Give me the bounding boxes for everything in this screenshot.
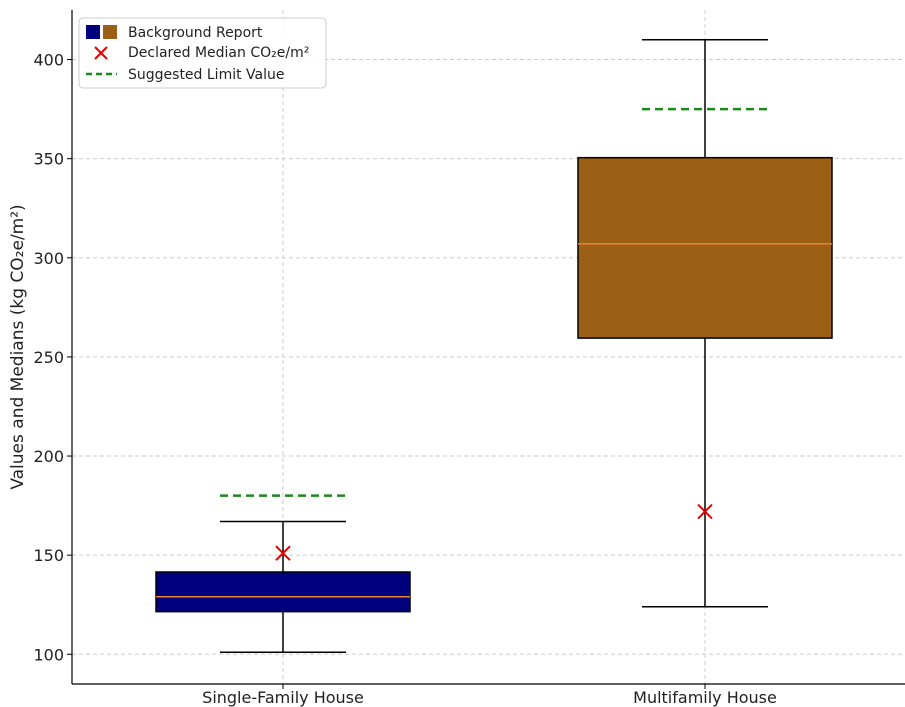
marker-stroke	[275, 545, 291, 561]
declared-median-markers	[275, 503, 713, 561]
y-tick-label: 150	[33, 546, 64, 565]
y-tick-label: 400	[33, 51, 64, 70]
boxes	[155, 38, 833, 654]
x-ticks: Single-Family House Multifamily House	[202, 684, 777, 707]
declared-median-marker	[275, 545, 291, 561]
box-iqr	[155, 571, 411, 613]
legend-label: Suggested Limit Value	[128, 67, 284, 83]
legend: Background Report Declared Median CO₂e/m²…	[78, 17, 327, 89]
legend-label: Background Report	[128, 25, 263, 41]
box-iqr	[577, 156, 833, 339]
declared-median-marker	[697, 503, 713, 520]
legend-frame	[78, 17, 327, 89]
legend-swatch-single-family	[86, 25, 100, 39]
legend-label: Declared Median CO₂e/m²	[128, 45, 309, 61]
y-tick-label: 200	[33, 447, 64, 466]
y-ticks: 100 150 200 250 300 350 400	[33, 51, 72, 664]
y-tick-label: 100	[33, 645, 64, 664]
y-axis-label: Values and Medians (kg CO₂e/m²)	[8, 204, 28, 489]
suggested-limit-lines	[220, 107, 768, 497]
x-tick-label: Single-Family House	[202, 688, 364, 707]
axes	[71, 10, 905, 685]
legend-swatch-multifamily	[103, 25, 117, 39]
y-tick-label: 350	[33, 150, 64, 169]
y-tick-label: 250	[33, 348, 64, 367]
x-tick-label: Multifamily House	[633, 688, 777, 707]
legend-marker-x	[94, 46, 108, 60]
y-tick-label: 300	[33, 249, 64, 268]
marker-stroke	[697, 503, 713, 520]
